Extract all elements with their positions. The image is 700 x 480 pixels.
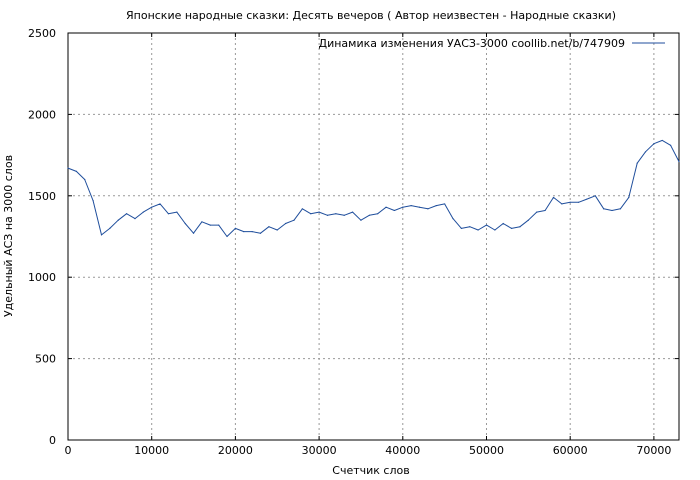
y-tick-label: 2000 — [28, 108, 56, 121]
y-tick-label: 500 — [35, 353, 56, 366]
data-point — [678, 161, 680, 163]
data-point — [460, 227, 462, 229]
plot-frame — [67, 32, 680, 441]
data-point — [268, 226, 270, 228]
data-point — [485, 224, 488, 226]
data-point — [184, 222, 186, 225]
data-point — [577, 201, 580, 203]
data-point — [544, 209, 546, 212]
data-point — [636, 162, 638, 164]
data-point — [418, 206, 421, 208]
x-tick-label: 30000 — [302, 444, 337, 457]
data-point — [218, 224, 220, 226]
x-tick-label: 10000 — [134, 444, 169, 457]
data-point — [234, 227, 236, 229]
x-tick-label: 0 — [65, 444, 72, 457]
data-point — [527, 219, 529, 221]
data-point — [259, 232, 262, 234]
grid — [68, 33, 679, 440]
data-point — [477, 229, 479, 231]
data-point — [151, 206, 153, 208]
data-point — [100, 234, 103, 236]
data-point — [84, 178, 86, 181]
data-point — [427, 208, 429, 210]
data-point — [109, 227, 111, 229]
data-point — [201, 221, 203, 223]
data-point — [293, 219, 295, 221]
data-point — [176, 211, 178, 213]
data-point — [326, 214, 329, 216]
data-point — [603, 208, 605, 210]
y-tick-label: 1500 — [28, 190, 56, 203]
chart-title: Японские народные сказки: Десять вечеров… — [126, 9, 616, 22]
data-point — [611, 209, 613, 212]
data-point — [619, 208, 622, 210]
data-point — [452, 217, 454, 220]
x-tick-label: 70000 — [636, 444, 671, 457]
axis-ticks: 0 10000 20000 30000 40000 50000 60000 70000 0 500… — [28, 27, 679, 457]
data-point — [243, 231, 245, 233]
data-point — [134, 217, 136, 220]
data-point — [251, 231, 253, 233]
data-point — [469, 226, 471, 228]
data-point — [435, 204, 437, 207]
data-point — [351, 211, 354, 213]
data-point — [410, 204, 412, 207]
data-point — [377, 213, 379, 215]
data-point — [92, 200, 94, 202]
data-point — [653, 143, 655, 145]
data-point — [142, 211, 144, 213]
data-point — [159, 203, 161, 205]
data-point — [519, 226, 521, 228]
data-point — [117, 219, 119, 221]
data-point — [167, 213, 170, 215]
series-layer — [67, 139, 680, 238]
data-point — [301, 208, 303, 210]
x-tick-label: 50000 — [469, 444, 504, 457]
data-point — [561, 203, 563, 205]
data-point — [385, 206, 387, 208]
y-tick-label: 2500 — [28, 27, 56, 40]
data-point — [402, 206, 404, 208]
data-point — [569, 201, 571, 203]
data-point — [285, 222, 287, 225]
x-axis-label: Счетчик слов — [332, 464, 409, 477]
data-point — [536, 211, 538, 213]
data-point — [628, 196, 630, 199]
data-point — [310, 213, 312, 215]
data-point — [75, 170, 77, 172]
data-point — [494, 229, 496, 231]
data-point — [552, 196, 555, 199]
x-tick-label: 40000 — [385, 444, 420, 457]
data-point — [594, 195, 596, 197]
y-tick-label: 1000 — [28, 271, 56, 284]
data-point — [318, 211, 320, 213]
data-point — [661, 139, 663, 142]
series-line — [67, 139, 680, 237]
data-point — [192, 232, 195, 234]
data-point — [586, 198, 588, 200]
data-point — [209, 224, 211, 226]
legend-label: Динамика изменения УАСЗ-3000 coollib.net… — [319, 37, 626, 50]
data-point — [125, 213, 128, 215]
data-point — [511, 227, 513, 229]
data-point — [276, 229, 278, 231]
data-point — [368, 214, 370, 216]
data-point — [67, 167, 69, 169]
data-point — [444, 203, 446, 205]
data-point — [502, 222, 504, 225]
data-point — [393, 209, 396, 212]
data-point — [360, 219, 362, 221]
data-point — [343, 214, 345, 216]
data-point — [226, 235, 228, 238]
data-point — [644, 151, 647, 153]
data-point — [335, 213, 337, 215]
data-point — [670, 144, 672, 146]
y-axis-label: Удельный АСЗ на 3000 слов — [2, 155, 15, 317]
legend: Динамика изменения УАСЗ-3000 coollib.net… — [319, 37, 665, 50]
y-tick-label: 0 — [49, 434, 56, 447]
x-tick-label: 20000 — [218, 444, 253, 457]
x-tick-label: 60000 — [553, 444, 588, 457]
